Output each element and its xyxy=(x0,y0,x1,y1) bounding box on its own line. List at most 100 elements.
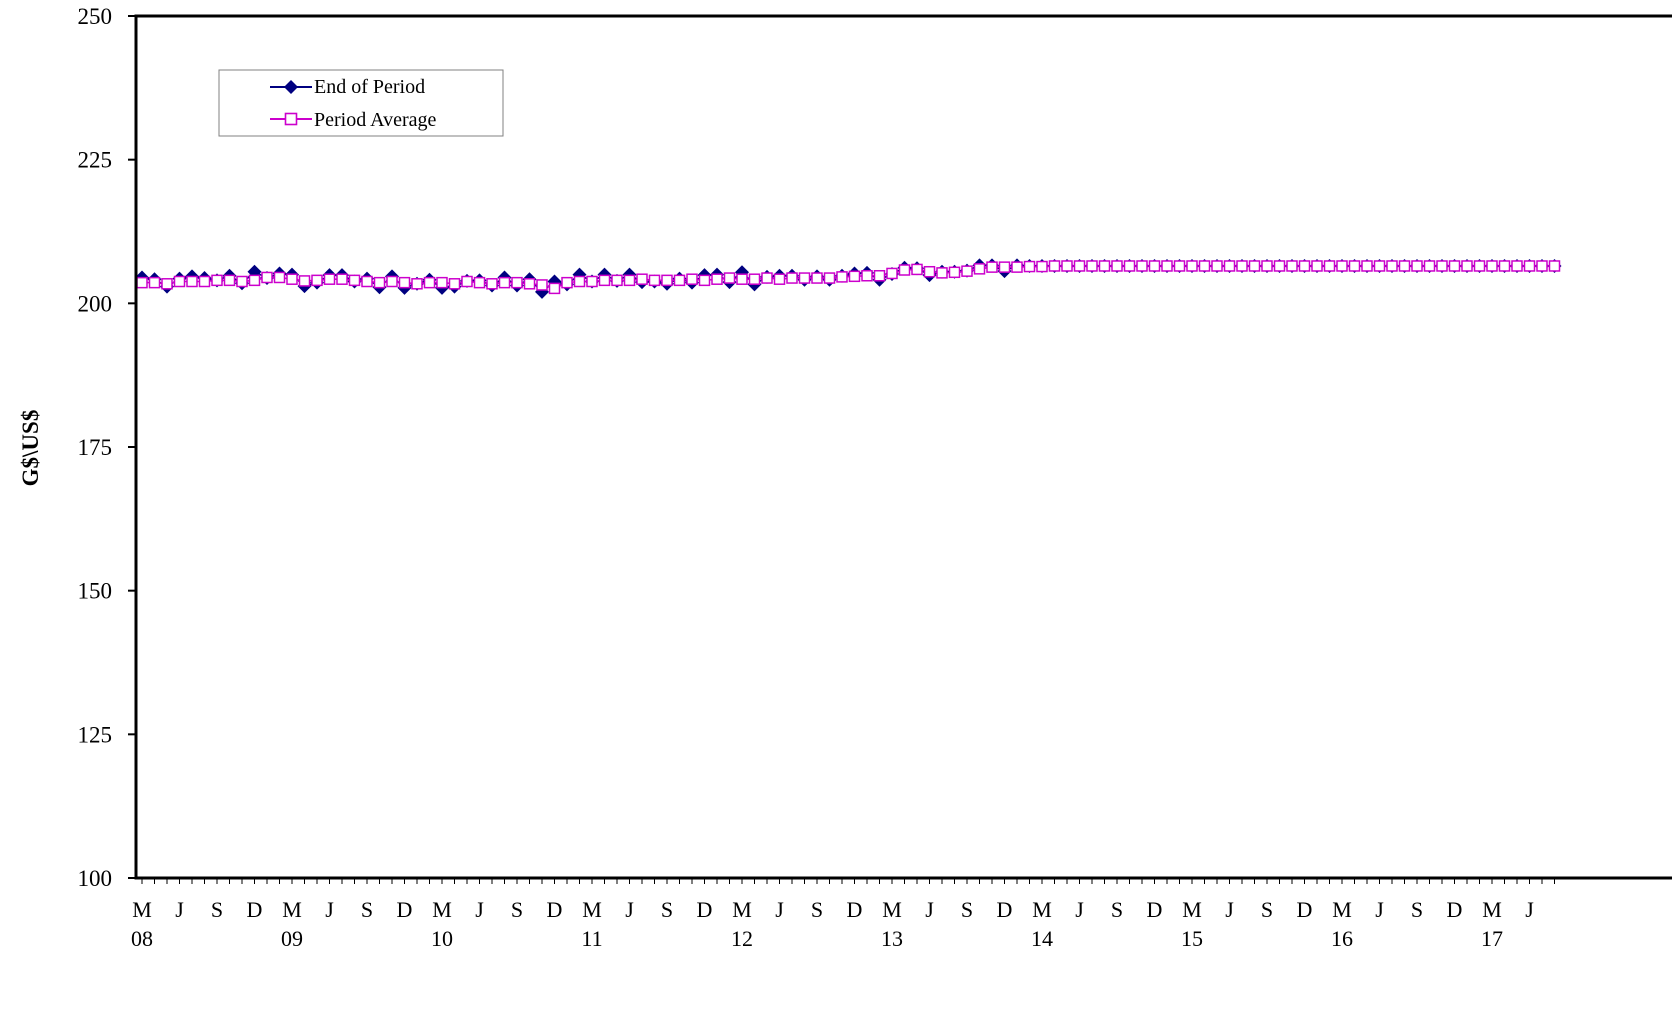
x-month-label: J xyxy=(775,897,784,922)
period-average-point xyxy=(236,275,248,288)
x-month-label: J xyxy=(1075,897,1084,922)
period-average-point xyxy=(311,274,323,287)
period-average-point xyxy=(523,278,536,290)
period-average-point xyxy=(1461,260,1473,272)
period-average-point xyxy=(1061,260,1073,272)
period-average-point xyxy=(573,275,586,288)
period-average-point xyxy=(1023,260,1036,273)
x-month-label: M xyxy=(132,897,152,922)
x-year-label: 17 xyxy=(1481,926,1503,951)
x-month-label: D xyxy=(1447,897,1463,922)
x-month-label: S xyxy=(211,897,223,922)
period-average-point xyxy=(248,274,261,287)
x-month-label: J xyxy=(1525,897,1534,922)
period-average-point xyxy=(598,274,611,287)
period-average-point xyxy=(1386,260,1398,272)
x-month-label: D xyxy=(1147,897,1163,922)
period-average-point xyxy=(1236,260,1248,272)
period-average-point xyxy=(761,272,773,284)
period-average-point xyxy=(1098,260,1111,272)
y-tick-label: 100 xyxy=(78,866,113,891)
legend-label-period-average: Period Average xyxy=(314,109,436,131)
period-average-point xyxy=(1198,260,1211,272)
x-month-label: M xyxy=(1482,897,1502,922)
period-average-point xyxy=(1523,260,1536,272)
x-month-label: M xyxy=(1182,897,1202,922)
period-average-point xyxy=(1398,260,1411,272)
plot-area-frame xyxy=(134,14,1672,880)
y-axis-title: G$\US$ xyxy=(18,410,43,487)
x-month-label: D xyxy=(247,897,263,922)
x-month-label: J xyxy=(925,897,934,922)
period-average-point xyxy=(673,274,686,287)
x-year-label: 14 xyxy=(1031,926,1053,951)
x-month-label: S xyxy=(661,897,673,922)
period-average-point xyxy=(661,274,673,287)
period-average-point xyxy=(1511,260,1523,272)
x-month-label: J xyxy=(1375,897,1384,922)
period-average-point xyxy=(448,278,461,290)
x-month-label: S xyxy=(511,897,523,922)
x-month-label: S xyxy=(1261,897,1273,922)
x-month-label: M xyxy=(1032,897,1052,922)
period-average-point xyxy=(286,273,298,285)
period-average-point xyxy=(1273,260,1286,272)
period-average-point xyxy=(1086,260,1098,272)
period-average-point xyxy=(998,261,1011,273)
period-average-point xyxy=(1498,260,1511,272)
period-average-point xyxy=(1036,260,1048,273)
period-average-point xyxy=(511,276,523,289)
period-average-point xyxy=(948,266,961,279)
period-average-point xyxy=(898,264,911,276)
y-tick-label: 225 xyxy=(78,148,113,173)
x-month-label: D xyxy=(1297,897,1313,922)
period-average-point xyxy=(186,275,198,288)
period-average-point xyxy=(1411,260,1423,272)
period-average-point xyxy=(1048,260,1061,272)
period-average-point xyxy=(1111,260,1123,272)
period-average-point xyxy=(1298,260,1311,272)
period-average-point xyxy=(1436,260,1448,272)
period-average-point xyxy=(536,279,548,291)
series-layer xyxy=(135,258,1562,299)
period-average-point xyxy=(336,273,348,285)
period-average-point xyxy=(1323,260,1336,272)
period-average-point xyxy=(548,282,561,295)
period-average-point xyxy=(961,265,973,277)
x-month-label: D xyxy=(397,897,413,922)
period-average-point xyxy=(836,271,848,283)
period-average-point xyxy=(848,270,861,283)
period-average-point xyxy=(211,274,223,287)
x-year-label: 08 xyxy=(131,926,153,951)
period-average-point xyxy=(1473,260,1486,272)
period-average-point xyxy=(173,275,186,288)
period-average-point xyxy=(298,275,311,287)
period-average-point xyxy=(623,274,636,287)
x-month-label: M xyxy=(432,897,452,922)
y-tick-label: 200 xyxy=(78,291,113,316)
period-average-point xyxy=(323,273,336,285)
x-month-label: D xyxy=(697,897,713,922)
period-average-point xyxy=(273,271,286,284)
x-month-label: D xyxy=(847,897,863,922)
legend-marker-period-average xyxy=(284,112,298,126)
x-year-label: 12 xyxy=(731,926,753,951)
period-average-point xyxy=(648,274,661,287)
period-average-point xyxy=(1173,260,1186,272)
x-month-label: M xyxy=(282,897,302,922)
x-month-label: S xyxy=(1111,897,1123,922)
period-average-point xyxy=(1361,260,1373,272)
period-average-point xyxy=(1248,260,1261,272)
x-month-label: M xyxy=(582,897,602,922)
period-average-point xyxy=(936,267,948,279)
period-average-point xyxy=(1011,261,1023,273)
period-average-point xyxy=(361,275,373,288)
legend-label-end-of-period: End of Period xyxy=(314,76,425,98)
period-average-point xyxy=(823,272,836,284)
period-average-point xyxy=(1548,260,1561,272)
x-month-label: M xyxy=(732,897,752,922)
period-average-point xyxy=(1423,260,1436,272)
period-average-point xyxy=(798,272,811,284)
period-average-point xyxy=(886,267,898,280)
